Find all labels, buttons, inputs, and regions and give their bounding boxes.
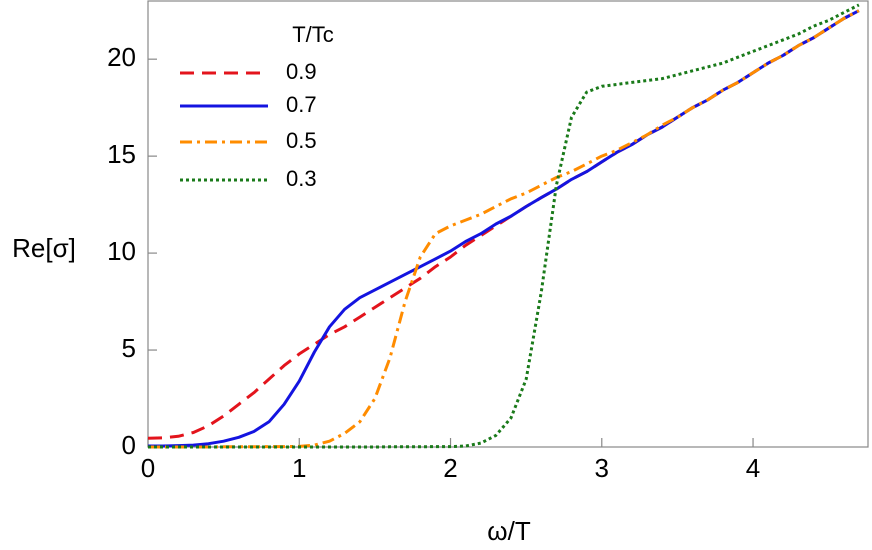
x-tick-label: 3: [595, 453, 609, 483]
y-tick-label: 10: [107, 236, 136, 266]
x-tick-label: 4: [746, 453, 760, 483]
series-line: [148, 9, 860, 448]
series-line: [148, 9, 860, 449]
legend-label: 0.7: [286, 92, 317, 117]
y-tick-label: 0: [122, 430, 136, 460]
y-tick-label: 15: [107, 139, 136, 169]
y-tick-label: 5: [122, 333, 136, 363]
legend-label: 0.3: [286, 166, 317, 191]
legend-label: 0.5: [286, 128, 317, 153]
x-tick-label: 0: [141, 453, 155, 483]
x-tick-label: 1: [292, 453, 306, 483]
x-tick-label: 2: [443, 453, 457, 483]
series-line: [148, 3, 860, 449]
x-axis-label: ω/T: [487, 516, 531, 546]
plot-frame: [147, 0, 869, 448]
legend-title: T/Tc: [292, 22, 334, 47]
y-axis-label: Re[σ]: [12, 233, 76, 263]
y-tick-label: 20: [107, 42, 136, 72]
legend-label: 0.9: [286, 59, 317, 84]
